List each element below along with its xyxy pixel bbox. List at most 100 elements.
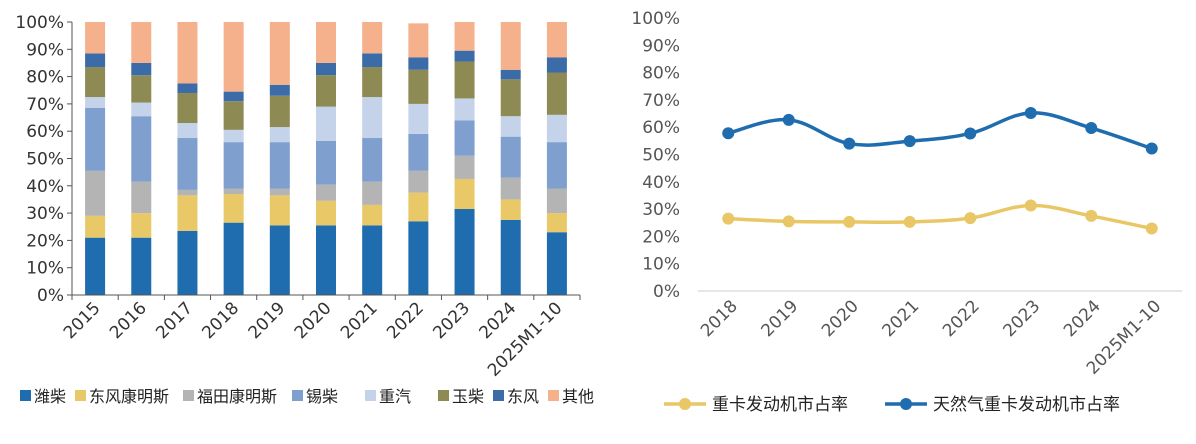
- legend-swatch: [438, 390, 449, 401]
- legend-swatch: [493, 390, 504, 401]
- bar-segment: [500, 199, 521, 220]
- series-point: [964, 127, 977, 140]
- bar-segment: [223, 193, 244, 223]
- legend-swatch: [183, 390, 194, 401]
- x-tick-label: 2022: [383, 298, 428, 343]
- y-tick-label: 70%: [26, 95, 64, 115]
- y-tick-label: 30%: [642, 200, 680, 220]
- series-point: [964, 212, 977, 225]
- x-tick-label: 2016: [106, 298, 151, 343]
- bar-segment: [408, 192, 429, 222]
- bar-segment: [546, 72, 567, 115]
- bar-segment: [362, 97, 383, 139]
- bar-segment: [223, 22, 244, 92]
- y-tick-label: 90%: [642, 36, 680, 56]
- bar-segment: [546, 114, 567, 143]
- bar-segment: [500, 22, 521, 70]
- bar-segment: [269, 142, 290, 189]
- bar-segment: [362, 181, 383, 205]
- series-point: [782, 215, 795, 228]
- bar-segment: [85, 97, 106, 108]
- x-tick-label: 2023: [429, 298, 474, 343]
- bar-segment: [85, 170, 106, 216]
- bar-segment: [223, 222, 244, 295]
- bar-segment: [85, 237, 106, 295]
- y-tick-label: 10%: [26, 259, 64, 279]
- bar-segment: [454, 155, 475, 179]
- series-point: [1085, 122, 1098, 135]
- bar-segment: [500, 177, 521, 200]
- x-tick-label: 2020: [291, 298, 336, 343]
- bar-segment: [269, 225, 290, 295]
- legend-label: 重卡发动机市占率: [712, 395, 848, 415]
- bar-segment: [269, 84, 290, 96]
- series-point: [903, 135, 916, 148]
- bar-segment: [131, 237, 152, 295]
- bar-segment: [454, 98, 475, 121]
- x-tick-label: 2021: [337, 298, 382, 343]
- bar-segment: [85, 53, 106, 68]
- bar-segment: [131, 213, 152, 238]
- x-tick-label: 2019: [758, 296, 803, 341]
- bar-segment: [408, 133, 429, 171]
- bar-segment: [269, 127, 290, 143]
- bar-segment: [131, 102, 152, 117]
- y-tick-label: 0%: [37, 286, 64, 306]
- legend-label: 东风: [507, 387, 539, 406]
- x-tick-label: 2022: [939, 296, 984, 341]
- x-tick-label: 2020: [818, 296, 863, 341]
- bar-segment: [546, 22, 567, 58]
- bar-segment: [408, 23, 429, 58]
- legend-swatch: [75, 390, 86, 401]
- bar-segment: [269, 95, 290, 128]
- bar-segment: [546, 57, 567, 73]
- bar-segment: [362, 67, 383, 98]
- bar-segment: [362, 204, 383, 226]
- y-tick-label: 50%: [26, 150, 64, 170]
- bar-segment: [500, 79, 521, 117]
- bar-segment: [362, 225, 383, 295]
- legend-label: 东风康明斯: [89, 387, 169, 406]
- y-tick-label: 0%: [653, 282, 680, 302]
- bar-segment: [408, 69, 429, 104]
- series-point: [782, 113, 795, 126]
- series-point: [843, 215, 856, 228]
- series-point: [1024, 107, 1037, 120]
- series-point: [722, 127, 735, 140]
- y-tick-label: 60%: [642, 118, 680, 138]
- y-tick-label: 40%: [642, 173, 680, 193]
- x-tick-label: 2018: [198, 298, 243, 343]
- legend-label: 锡柴: [306, 387, 338, 406]
- legend-swatch: [292, 390, 303, 401]
- y-tick-label: 60%: [26, 122, 64, 142]
- legend-label: 福田康明斯: [197, 387, 277, 406]
- bar-segment: [454, 50, 475, 62]
- x-tick-label: 2021: [879, 296, 924, 341]
- legend-marker: [679, 398, 691, 410]
- y-tick-label: 80%: [642, 64, 680, 84]
- bar-segment: [269, 188, 290, 196]
- x-tick-label: 2023: [1000, 296, 1045, 341]
- bar-segment: [131, 22, 152, 63]
- bar-segment: [316, 106, 336, 141]
- bar-segment: [500, 219, 521, 295]
- bar-segment: [131, 116, 152, 182]
- x-tick-label: 2015: [60, 298, 105, 343]
- bar-segment: [362, 22, 383, 54]
- legend-marker: [900, 398, 912, 410]
- bar-segment: [177, 92, 198, 124]
- x-tick-label: 2018: [697, 296, 742, 341]
- bar-segment: [500, 116, 521, 137]
- y-tick-label: 50%: [642, 146, 680, 166]
- bar-segment: [546, 213, 567, 233]
- legend-swatch: [365, 390, 376, 401]
- bar-segment: [362, 53, 383, 68]
- bar-segment: [408, 57, 429, 70]
- bar-segment: [177, 138, 198, 190]
- bar-segment: [454, 61, 475, 99]
- series-point: [1085, 209, 1098, 222]
- bar-segment: [223, 129, 244, 143]
- x-tick-label: 2019: [245, 298, 290, 343]
- y-tick-label: 100%: [631, 9, 680, 29]
